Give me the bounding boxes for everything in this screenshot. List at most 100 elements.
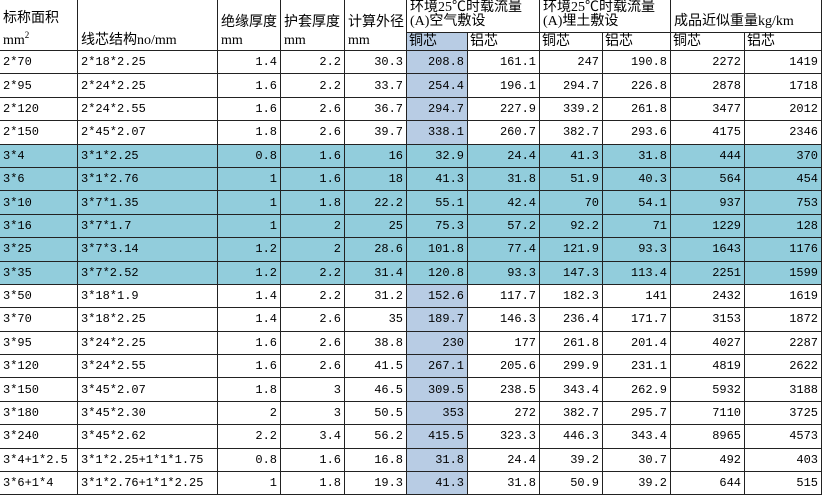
cell-weight-aluminum: 370 bbox=[745, 144, 822, 168]
cell-weight-copper: 564 bbox=[671, 167, 745, 192]
cell-conductor-structure: 3*1*2.25+1*1*1.75 bbox=[78, 448, 218, 473]
cell-ampacity-buried-aluminum: 54.1 bbox=[603, 191, 671, 215]
cell-nominal-area: 3*4 bbox=[0, 144, 78, 168]
cell-weight-copper: 4175 bbox=[671, 121, 745, 145]
cell-sheath-thickness: 1.6 bbox=[281, 144, 345, 168]
cell-ampacity-air-copper: 55.1 bbox=[407, 191, 468, 215]
cell-nominal-area: 2*150 bbox=[0, 121, 78, 145]
cell-ampacity-buried-aluminum: 262.9 bbox=[603, 378, 671, 402]
cell-weight-copper: 5932 bbox=[671, 378, 745, 402]
subheader-air-aluminum: 铝芯 bbox=[468, 33, 540, 51]
cell-ampacity-air-aluminum: 24.4 bbox=[468, 144, 540, 168]
header-sheath-thickness-label: 护套厚度 bbox=[284, 15, 340, 30]
cell-outer-diameter: 16.8 bbox=[345, 448, 407, 473]
cell-weight-aluminum: 454 bbox=[745, 167, 822, 192]
cell-ampacity-buried-aluminum: 231.1 bbox=[603, 355, 671, 379]
cell-nominal-area: 3*6+1*4 bbox=[0, 472, 78, 496]
cell-weight-copper: 2272 bbox=[671, 51, 745, 75]
cell-ampacity-buried-aluminum: 31.8 bbox=[603, 144, 671, 168]
cell-sheath-thickness: 1.8 bbox=[281, 191, 345, 215]
cell-nominal-area: 3*35 bbox=[0, 261, 78, 285]
cell-ampacity-buried-copper: 299.9 bbox=[540, 355, 603, 379]
cell-nominal-area: 3*16 bbox=[0, 214, 78, 239]
cell-ampacity-air-aluminum: 323.3 bbox=[468, 425, 540, 449]
cell-weight-aluminum: 2346 bbox=[745, 121, 822, 145]
cell-outer-diameter: 46.5 bbox=[345, 378, 407, 402]
cell-weight-aluminum: 1176 bbox=[745, 238, 822, 262]
header-nominal-area: 标称面积 mm2 bbox=[0, 0, 78, 51]
subheader-air-copper: 铜芯 bbox=[407, 33, 468, 51]
cell-insulation-thickness: 1.8 bbox=[218, 121, 281, 145]
cell-weight-aluminum: 2287 bbox=[745, 331, 822, 356]
cell-ampacity-air-aluminum: 24.4 bbox=[468, 448, 540, 473]
header-weight-label: 成品近似重量kg/km bbox=[674, 14, 794, 29]
cell-sheath-thickness: 2 bbox=[281, 214, 345, 239]
cell-weight-aluminum: 1872 bbox=[745, 308, 822, 332]
cell-sheath-thickness: 2.2 bbox=[281, 51, 345, 75]
cell-outer-diameter: 18 bbox=[345, 167, 407, 192]
cell-insulation-thickness: 1.2 bbox=[218, 238, 281, 262]
cell-insulation-thickness: 1.4 bbox=[218, 308, 281, 332]
cell-ampacity-air-aluminum: 31.8 bbox=[468, 472, 540, 496]
cell-ampacity-buried-copper: 50.9 bbox=[540, 472, 603, 496]
cell-weight-copper: 8965 bbox=[671, 425, 745, 449]
cell-outer-diameter: 30.3 bbox=[345, 51, 407, 75]
header-conductor-structure-label: 线芯结构no/mm bbox=[81, 33, 177, 48]
cell-sheath-thickness: 2 bbox=[281, 238, 345, 262]
subheader-weight-copper: 铜芯 bbox=[671, 33, 745, 51]
cell-conductor-structure: 3*1*2.25 bbox=[78, 144, 218, 168]
cell-insulation-thickness: 0.8 bbox=[218, 144, 281, 168]
cell-sheath-thickness: 2.2 bbox=[281, 284, 345, 309]
header-conductor-structure: 线芯结构no/mm bbox=[78, 0, 218, 51]
cell-ampacity-buried-copper: 339.2 bbox=[540, 97, 603, 122]
cell-ampacity-air-aluminum: 146.3 bbox=[468, 308, 540, 332]
cell-sheath-thickness: 3 bbox=[281, 378, 345, 402]
cell-outer-diameter: 56.2 bbox=[345, 425, 407, 449]
cell-ampacity-buried-copper: 382.7 bbox=[540, 121, 603, 145]
cell-ampacity-buried-copper: 343.4 bbox=[540, 378, 603, 402]
cell-ampacity-buried-copper: 70 bbox=[540, 191, 603, 215]
cell-sheath-thickness: 2.6 bbox=[281, 331, 345, 356]
cell-ampacity-buried-copper: 382.7 bbox=[540, 401, 603, 426]
cell-nominal-area: 3*10 bbox=[0, 191, 78, 215]
cell-ampacity-buried-copper: 247 bbox=[540, 51, 603, 75]
cell-weight-copper: 937 bbox=[671, 191, 745, 215]
cell-conductor-structure: 2*18*2.25 bbox=[78, 51, 218, 75]
cell-ampacity-buried-aluminum: 39.2 bbox=[603, 472, 671, 496]
cell-ampacity-buried-copper: 236.4 bbox=[540, 308, 603, 332]
cell-ampacity-air-copper: 41.3 bbox=[407, 167, 468, 192]
header-weight: 成品近似重量kg/km bbox=[671, 0, 822, 33]
cell-insulation-thickness: 0.8 bbox=[218, 448, 281, 473]
cell-insulation-thickness: 2.2 bbox=[218, 425, 281, 449]
cell-ampacity-air-aluminum: 57.2 bbox=[468, 214, 540, 239]
cell-ampacity-buried-aluminum: 141 bbox=[603, 284, 671, 309]
cell-ampacity-air-aluminum: 177 bbox=[468, 331, 540, 356]
cell-weight-aluminum: 3188 bbox=[745, 378, 822, 402]
cell-sheath-thickness: 1.6 bbox=[281, 448, 345, 473]
cell-weight-copper: 4819 bbox=[671, 355, 745, 379]
cell-weight-aluminum: 753 bbox=[745, 191, 822, 215]
cell-sheath-thickness: 1.6 bbox=[281, 167, 345, 192]
cell-insulation-thickness: 1.6 bbox=[218, 74, 281, 98]
cell-weight-aluminum: 1599 bbox=[745, 261, 822, 285]
cell-ampacity-air-aluminum: 205.6 bbox=[468, 355, 540, 379]
cell-nominal-area: 3*240 bbox=[0, 425, 78, 449]
cell-conductor-structure: 3*1*2.76 bbox=[78, 167, 218, 192]
cell-ampacity-buried-aluminum: 113.4 bbox=[603, 261, 671, 285]
cell-conductor-structure: 3*18*2.25 bbox=[78, 308, 218, 332]
cell-nominal-area: 3*95 bbox=[0, 331, 78, 356]
cell-sheath-thickness: 3.4 bbox=[281, 425, 345, 449]
cell-insulation-thickness: 1.6 bbox=[218, 97, 281, 122]
cell-outer-diameter: 36.7 bbox=[345, 97, 407, 122]
cell-insulation-thickness: 1.4 bbox=[218, 51, 281, 75]
cell-ampacity-buried-copper: 446.3 bbox=[540, 425, 603, 449]
cell-ampacity-buried-copper: 92.2 bbox=[540, 214, 603, 239]
cell-conductor-structure: 3*1*2.76+1*1*2.25 bbox=[78, 472, 218, 496]
cell-ampacity-buried-aluminum: 226.8 bbox=[603, 74, 671, 98]
cell-nominal-area: 3*180 bbox=[0, 401, 78, 426]
cell-conductor-structure: 3*24*2.55 bbox=[78, 355, 218, 379]
cell-nominal-area: 3*25 bbox=[0, 238, 78, 262]
cell-ampacity-air-copper: 254.4 bbox=[407, 74, 468, 98]
cell-weight-aluminum: 1419 bbox=[745, 51, 822, 75]
cell-ampacity-air-aluminum: 196.1 bbox=[468, 74, 540, 98]
